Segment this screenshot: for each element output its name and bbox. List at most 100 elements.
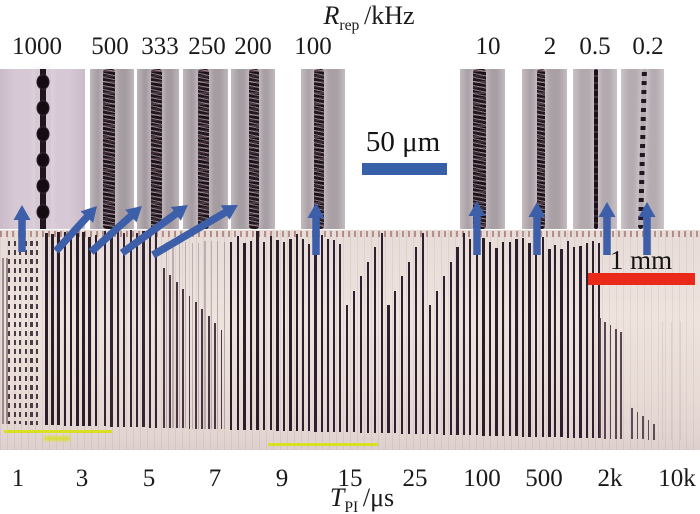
laser-line bbox=[333, 240, 336, 432]
laser-line bbox=[269, 236, 272, 431]
laser-line bbox=[36, 241, 39, 425]
laser-line bbox=[8, 241, 11, 425]
top-axis-title: Rrep/kHz bbox=[323, 1, 414, 35]
laser-line bbox=[572, 247, 576, 438]
laser-line bbox=[256, 230, 259, 431]
laser-line bbox=[326, 238, 329, 432]
rep-rate-tick-200: 200 bbox=[234, 33, 272, 60]
laser-line bbox=[662, 320, 664, 440]
laser-line bbox=[289, 238, 292, 431]
laser-line bbox=[320, 234, 323, 432]
laser-line bbox=[296, 234, 299, 432]
top-axis-unit: /kHz bbox=[363, 1, 415, 30]
laser-line bbox=[195, 302, 197, 429]
laser-line bbox=[302, 238, 305, 432]
tpi-tick-7: 7 bbox=[208, 465, 222, 492]
laser-line bbox=[204, 240, 206, 429]
ablated-line-250kHz bbox=[197, 69, 209, 229]
laser-line bbox=[502, 242, 505, 437]
laser-line bbox=[6, 258, 8, 425]
laser-line bbox=[172, 241, 174, 429]
laser-line bbox=[482, 238, 485, 436]
micrograph-strip-500kHz bbox=[90, 69, 134, 229]
ablated-line-10kHz bbox=[472, 69, 486, 229]
laser-line bbox=[614, 328, 617, 439]
laser-line bbox=[198, 242, 200, 429]
laser-line bbox=[449, 261, 452, 435]
micrograph-strip-0.2kHz bbox=[621, 68, 664, 230]
laser-line bbox=[339, 244, 342, 433]
laser-line bbox=[185, 241, 187, 429]
laser-line bbox=[82, 232, 85, 426]
rep-rate-tick-1000: 1000 bbox=[12, 33, 62, 60]
micrograph-strip-250kHz bbox=[183, 69, 228, 229]
photo-texture bbox=[0, 230, 700, 450]
ablated-line-500kHz bbox=[103, 69, 115, 229]
laser-line bbox=[469, 239, 472, 436]
laser-line bbox=[19, 241, 22, 425]
ablated-line-0.5kHz bbox=[593, 69, 599, 229]
laser-line bbox=[642, 416, 644, 440]
laser-line bbox=[387, 305, 390, 434]
laser-line bbox=[178, 242, 180, 429]
laser-line bbox=[45, 232, 48, 426]
laser-line bbox=[463, 233, 466, 436]
laser-line bbox=[155, 231, 158, 428]
laser-line bbox=[352, 290, 356, 433]
micrograph-strip-200kHz bbox=[231, 69, 275, 229]
laser-line bbox=[148, 230, 151, 428]
bottom-axis-unit: /μs bbox=[362, 483, 395, 512]
laser-line bbox=[548, 249, 551, 438]
laser-line bbox=[585, 243, 588, 439]
tpi-tick-500: 500 bbox=[525, 465, 563, 492]
laser-line bbox=[508, 242, 511, 437]
laser-line bbox=[680, 320, 682, 441]
laser-line bbox=[175, 281, 178, 429]
laser-line bbox=[63, 231, 67, 426]
yellow-smudge-annotation bbox=[44, 436, 70, 441]
laser-line bbox=[609, 325, 612, 439]
micrograph-strip-10kHz bbox=[460, 69, 505, 229]
laser-line bbox=[69, 237, 73, 426]
bottom-axis-subscript: PI bbox=[344, 499, 359, 514]
laser-line bbox=[249, 241, 253, 430]
laser-line bbox=[560, 248, 563, 438]
panorama-micrograph: 1 mm bbox=[0, 230, 700, 450]
ablated-line-0.2kHz bbox=[637, 68, 647, 230]
laser-line bbox=[554, 244, 557, 438]
tpi-tick-1: 1 bbox=[11, 465, 25, 492]
laser-line bbox=[116, 232, 119, 427]
laser-line bbox=[136, 232, 139, 428]
ablated-line-2kHz bbox=[537, 69, 545, 229]
laser-line bbox=[314, 241, 317, 432]
laser-line bbox=[528, 243, 531, 437]
laser-line bbox=[308, 243, 311, 432]
laser-line bbox=[380, 233, 383, 434]
laser-line bbox=[566, 241, 569, 438]
laser-line bbox=[620, 332, 622, 439]
laser-line bbox=[123, 233, 126, 427]
laser-line bbox=[94, 234, 98, 427]
tpi-tick-100: 100 bbox=[463, 465, 501, 492]
scalebar-1mm-label: 1 mm bbox=[609, 245, 673, 275]
laser-line bbox=[169, 274, 172, 429]
laser-line bbox=[541, 237, 544, 437]
scalebar-50um-label: 50 μm bbox=[365, 126, 441, 158]
laser-line bbox=[359, 276, 362, 433]
laser-line bbox=[243, 242, 246, 430]
laser-line bbox=[442, 276, 445, 435]
ablated-line-333kHz bbox=[150, 69, 162, 229]
bottom-axis-title: TPI/μs bbox=[330, 483, 394, 514]
tpi-tick-2k: 2k bbox=[597, 465, 623, 492]
laser-line bbox=[263, 242, 266, 431]
micrograph-strip-1000kHz bbox=[0, 69, 85, 229]
tpi-tick-25: 25 bbox=[402, 465, 428, 492]
laser-line bbox=[2, 258, 4, 425]
bottom-axis-symbol: T bbox=[329, 483, 345, 512]
laser-line bbox=[223, 242, 225, 430]
yellow-marker-line-1 bbox=[4, 430, 112, 433]
laser-line bbox=[282, 242, 286, 431]
laser-line bbox=[373, 247, 376, 433]
rep-rate-tick-333: 333 bbox=[141, 33, 179, 60]
